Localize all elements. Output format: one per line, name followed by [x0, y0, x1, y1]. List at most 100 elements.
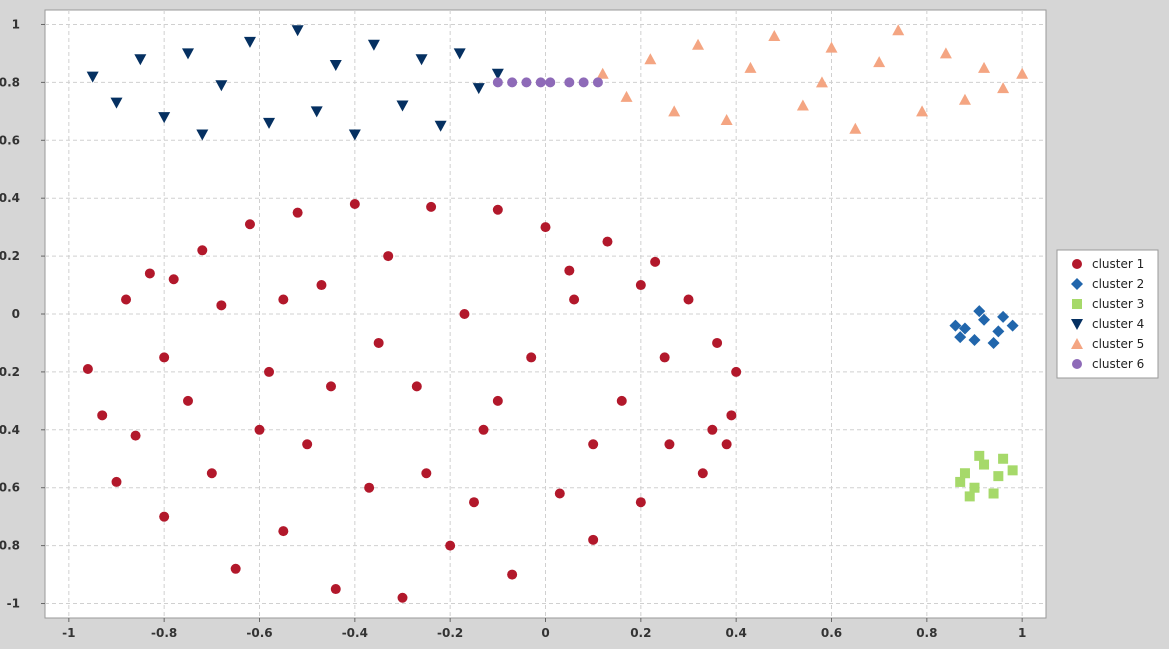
data-point: [243, 36, 256, 48]
data-point: [472, 83, 485, 95]
data-point: [997, 82, 1010, 94]
data-point: [397, 592, 408, 603]
data-point: [254, 424, 265, 435]
x-tick-label: -0.4: [342, 626, 368, 640]
data-point: [159, 511, 170, 522]
data-point: [86, 71, 99, 83]
legend-label: cluster 4: [1092, 317, 1144, 331]
legend-label: cluster 6: [1092, 357, 1144, 371]
data-point: [206, 468, 217, 479]
data-point: [278, 526, 289, 537]
data-point: [478, 424, 489, 435]
data-point: [650, 256, 661, 267]
data-point: [554, 488, 565, 499]
data-point: [121, 294, 132, 305]
data-point: [373, 337, 384, 348]
data-point: [969, 482, 980, 493]
data-point: [291, 25, 304, 37]
data-point: [664, 439, 675, 450]
data-point: [726, 410, 737, 421]
data-point: [540, 222, 551, 233]
data-point: [453, 48, 466, 60]
x-tick-label: 0.6: [821, 626, 842, 640]
x-tick-label: -1: [62, 626, 75, 640]
data-point: [707, 424, 718, 435]
data-point: [144, 268, 155, 279]
data-point: [158, 112, 171, 124]
data-point: [988, 488, 999, 499]
data-point: [426, 201, 437, 212]
data-point: [1006, 319, 1019, 332]
y-tick-label: -0.6: [0, 481, 20, 495]
data-point: [588, 534, 599, 545]
data-point: [421, 468, 432, 479]
y-tick-label: -0.8: [0, 539, 20, 553]
data-point: [216, 300, 227, 311]
data-point: [744, 61, 757, 73]
x-tick-label: 1: [1018, 626, 1026, 640]
data-point: [596, 67, 609, 79]
data-point: [292, 207, 303, 218]
legend-box: [1056, 249, 1159, 379]
data-point: [825, 41, 838, 53]
data-point: [310, 106, 323, 118]
data-point: [545, 77, 556, 88]
legend: cluster 1 cluster 2 cluster 3 cluster 4 clus…: [1056, 249, 1159, 379]
data-point: [215, 80, 228, 92]
data-point: [620, 90, 633, 102]
x-tick-label: 0.8: [916, 626, 937, 640]
series-3: [955, 450, 1018, 502]
series-2: [949, 305, 1019, 349]
data-point: [873, 56, 886, 68]
data-point: [492, 77, 503, 88]
data-point: [411, 381, 422, 392]
data-point: [316, 280, 327, 291]
data-point: [987, 336, 1000, 349]
data-point: [302, 439, 313, 450]
data-point: [349, 198, 360, 209]
y-tick-label: 0.4: [0, 191, 20, 205]
series-6: [492, 77, 603, 88]
y-tick-label: 0.2: [0, 249, 20, 263]
data-point: [588, 439, 599, 450]
data-point: [578, 77, 589, 88]
data-point: [959, 468, 970, 479]
data-point: [954, 331, 967, 344]
data-point: [1007, 465, 1018, 476]
y-tick-label: 0.6: [0, 133, 20, 147]
data-point: [979, 459, 990, 470]
data-point: [367, 39, 380, 51]
data-point: [263, 117, 276, 129]
x-tick-label: 0.4: [726, 626, 747, 640]
data-point: [526, 352, 537, 363]
data-point: [196, 129, 209, 141]
data-point: [993, 471, 1004, 482]
y-tick-label: 0: [12, 307, 20, 321]
legend-marker: [1072, 359, 1082, 369]
data-point: [111, 476, 122, 487]
data-point: [668, 105, 681, 117]
data-point: [564, 77, 575, 88]
x-tick-label: 0.2: [630, 626, 651, 640]
data-point: [383, 251, 394, 262]
data-point: [97, 410, 108, 421]
legend-label: cluster 2: [1092, 277, 1144, 291]
data-point: [492, 395, 503, 406]
legend-marker: [1071, 319, 1083, 330]
data-point: [635, 497, 646, 508]
data-point: [949, 319, 962, 332]
data-point: [768, 30, 781, 42]
data-point: [507, 569, 518, 580]
data-point: [720, 114, 733, 126]
data-point: [892, 24, 905, 36]
data-point: [197, 245, 208, 256]
series-4: [86, 25, 504, 141]
data-point: [958, 93, 971, 105]
data-point: [492, 204, 503, 215]
data-point: [445, 540, 456, 551]
data-point: [396, 100, 409, 112]
data-point: [329, 60, 342, 72]
data-point: [564, 265, 575, 276]
data-point: [659, 352, 670, 363]
